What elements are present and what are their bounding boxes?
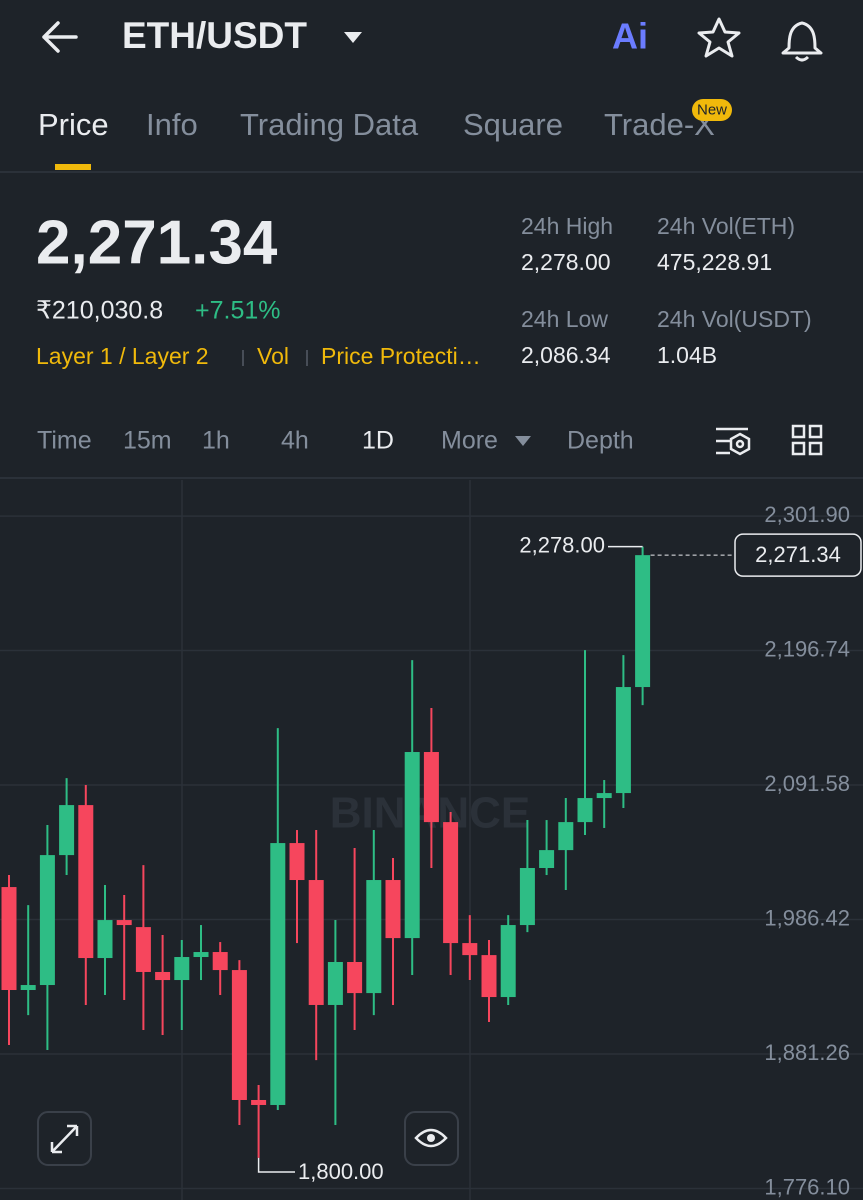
interval[interactable]: 4h (281, 427, 309, 455)
tab[interactable]: Square (463, 107, 563, 142)
stat-value: 2,086.34 (521, 342, 611, 368)
candle-body (385, 880, 401, 939)
candle-body (519, 868, 535, 926)
high-label: 2,278.00 (519, 532, 605, 557)
badge: New (697, 101, 727, 118)
candle-body (308, 880, 324, 1005)
candle-body (193, 952, 209, 958)
candle-body (289, 843, 305, 881)
candle-body (404, 752, 420, 939)
candle-body (155, 971, 171, 981)
candle-body (596, 793, 612, 799)
fullscreen-icon (50, 1124, 79, 1154)
tab[interactable]: Info (146, 107, 198, 142)
chart: 2,301.90 2,196.74 2,091.58 1,986.42 1,881.26… (0, 480, 863, 1200)
pair-dropdown[interactable] (344, 32, 362, 43)
y-tick-label: 2,091.58 (764, 771, 850, 796)
tab-indicator (55, 164, 91, 170)
interval[interactable]: More (441, 427, 498, 455)
pair-title[interactable]: ETH/USDT (122, 15, 307, 56)
back-button[interactable] (42, 21, 78, 53)
candle-body (78, 805, 94, 959)
candle-body (327, 962, 343, 1005)
candle-body (615, 687, 631, 794)
candle-body (539, 850, 555, 869)
interval[interactable]: 1h (202, 427, 230, 455)
candle-body (423, 752, 439, 823)
candle-body (347, 962, 363, 994)
interval[interactable]: Time (37, 427, 92, 455)
candle-body (135, 927, 151, 972)
stat-label: 24h Low (521, 306, 608, 332)
candle-body (366, 880, 382, 994)
more-dropdown (515, 436, 531, 446)
y-tick-label: 1,776.10 (764, 1174, 850, 1199)
candle-body (20, 985, 36, 991)
candle-body (462, 943, 478, 956)
eye-icon (414, 1128, 448, 1148)
stat-value: 475,228.91 (657, 249, 772, 275)
candle-body (443, 822, 459, 944)
candle-body (558, 822, 574, 851)
candle-body (635, 555, 651, 688)
favorite-button[interactable] (697, 17, 741, 58)
notification-button[interactable] (781, 21, 823, 62)
interval[interactable]: 1D (362, 427, 394, 455)
candle-body (212, 952, 228, 971)
candle-body (59, 805, 75, 856)
eye-icon (427, 1134, 435, 1142)
tab[interactable]: Trading Data (240, 107, 419, 142)
stat-value: 1.04B (657, 342, 717, 368)
candle-body (270, 843, 286, 1105)
last-price: 2,271.34 (36, 208, 278, 277)
y-tick-label: 1,881.26 (764, 1040, 850, 1065)
price-change: +7.51% (195, 297, 281, 325)
low-leader (257, 1157, 295, 1173)
tag[interactable]: Vol (257, 343, 289, 369)
stat-label: 24h Vol(USDT) (657, 306, 812, 332)
candle-body (97, 920, 113, 959)
interval[interactable]: Depth (567, 427, 634, 455)
low-label: 1,800.00 (298, 1159, 384, 1184)
fiat-price: ₹210,030.8 (36, 297, 163, 325)
last-price-label: 2,271.34 (755, 542, 841, 567)
tag[interactable]: Price Protecti… (321, 343, 481, 369)
candle-body (39, 855, 55, 986)
candle-body (251, 1099, 267, 1105)
candle-body (174, 957, 190, 981)
ai-button[interactable]: Ai (612, 16, 648, 57)
fullscreen-button[interactable] (37, 1111, 92, 1166)
candle-body (500, 925, 516, 998)
stat-value: 2,278.00 (521, 249, 611, 275)
y-tick-label: 2,196.74 (764, 636, 850, 661)
tab[interactable]: Price (38, 107, 109, 142)
candle-body (116, 920, 132, 926)
stat-label: 24h Vol(ETH) (657, 213, 795, 239)
candle-body (231, 970, 247, 1100)
candle-body (1, 887, 17, 991)
candle-body (577, 798, 593, 823)
stat-label: 24h High (521, 213, 613, 239)
y-tick-label: 1,986.42 (764, 905, 850, 930)
interval[interactable]: 15m (123, 427, 172, 455)
tag[interactable]: Layer 1 / Layer 2 (36, 343, 209, 369)
layout-button[interactable] (791, 424, 823, 456)
indicator-button[interactable] (716, 427, 751, 456)
last-price-box (734, 533, 862, 577)
candle-body (481, 955, 497, 998)
badge-bg (692, 99, 732, 121)
visibility-button[interactable] (404, 1111, 459, 1166)
y-tick-label: 2,301.90 (764, 502, 850, 527)
